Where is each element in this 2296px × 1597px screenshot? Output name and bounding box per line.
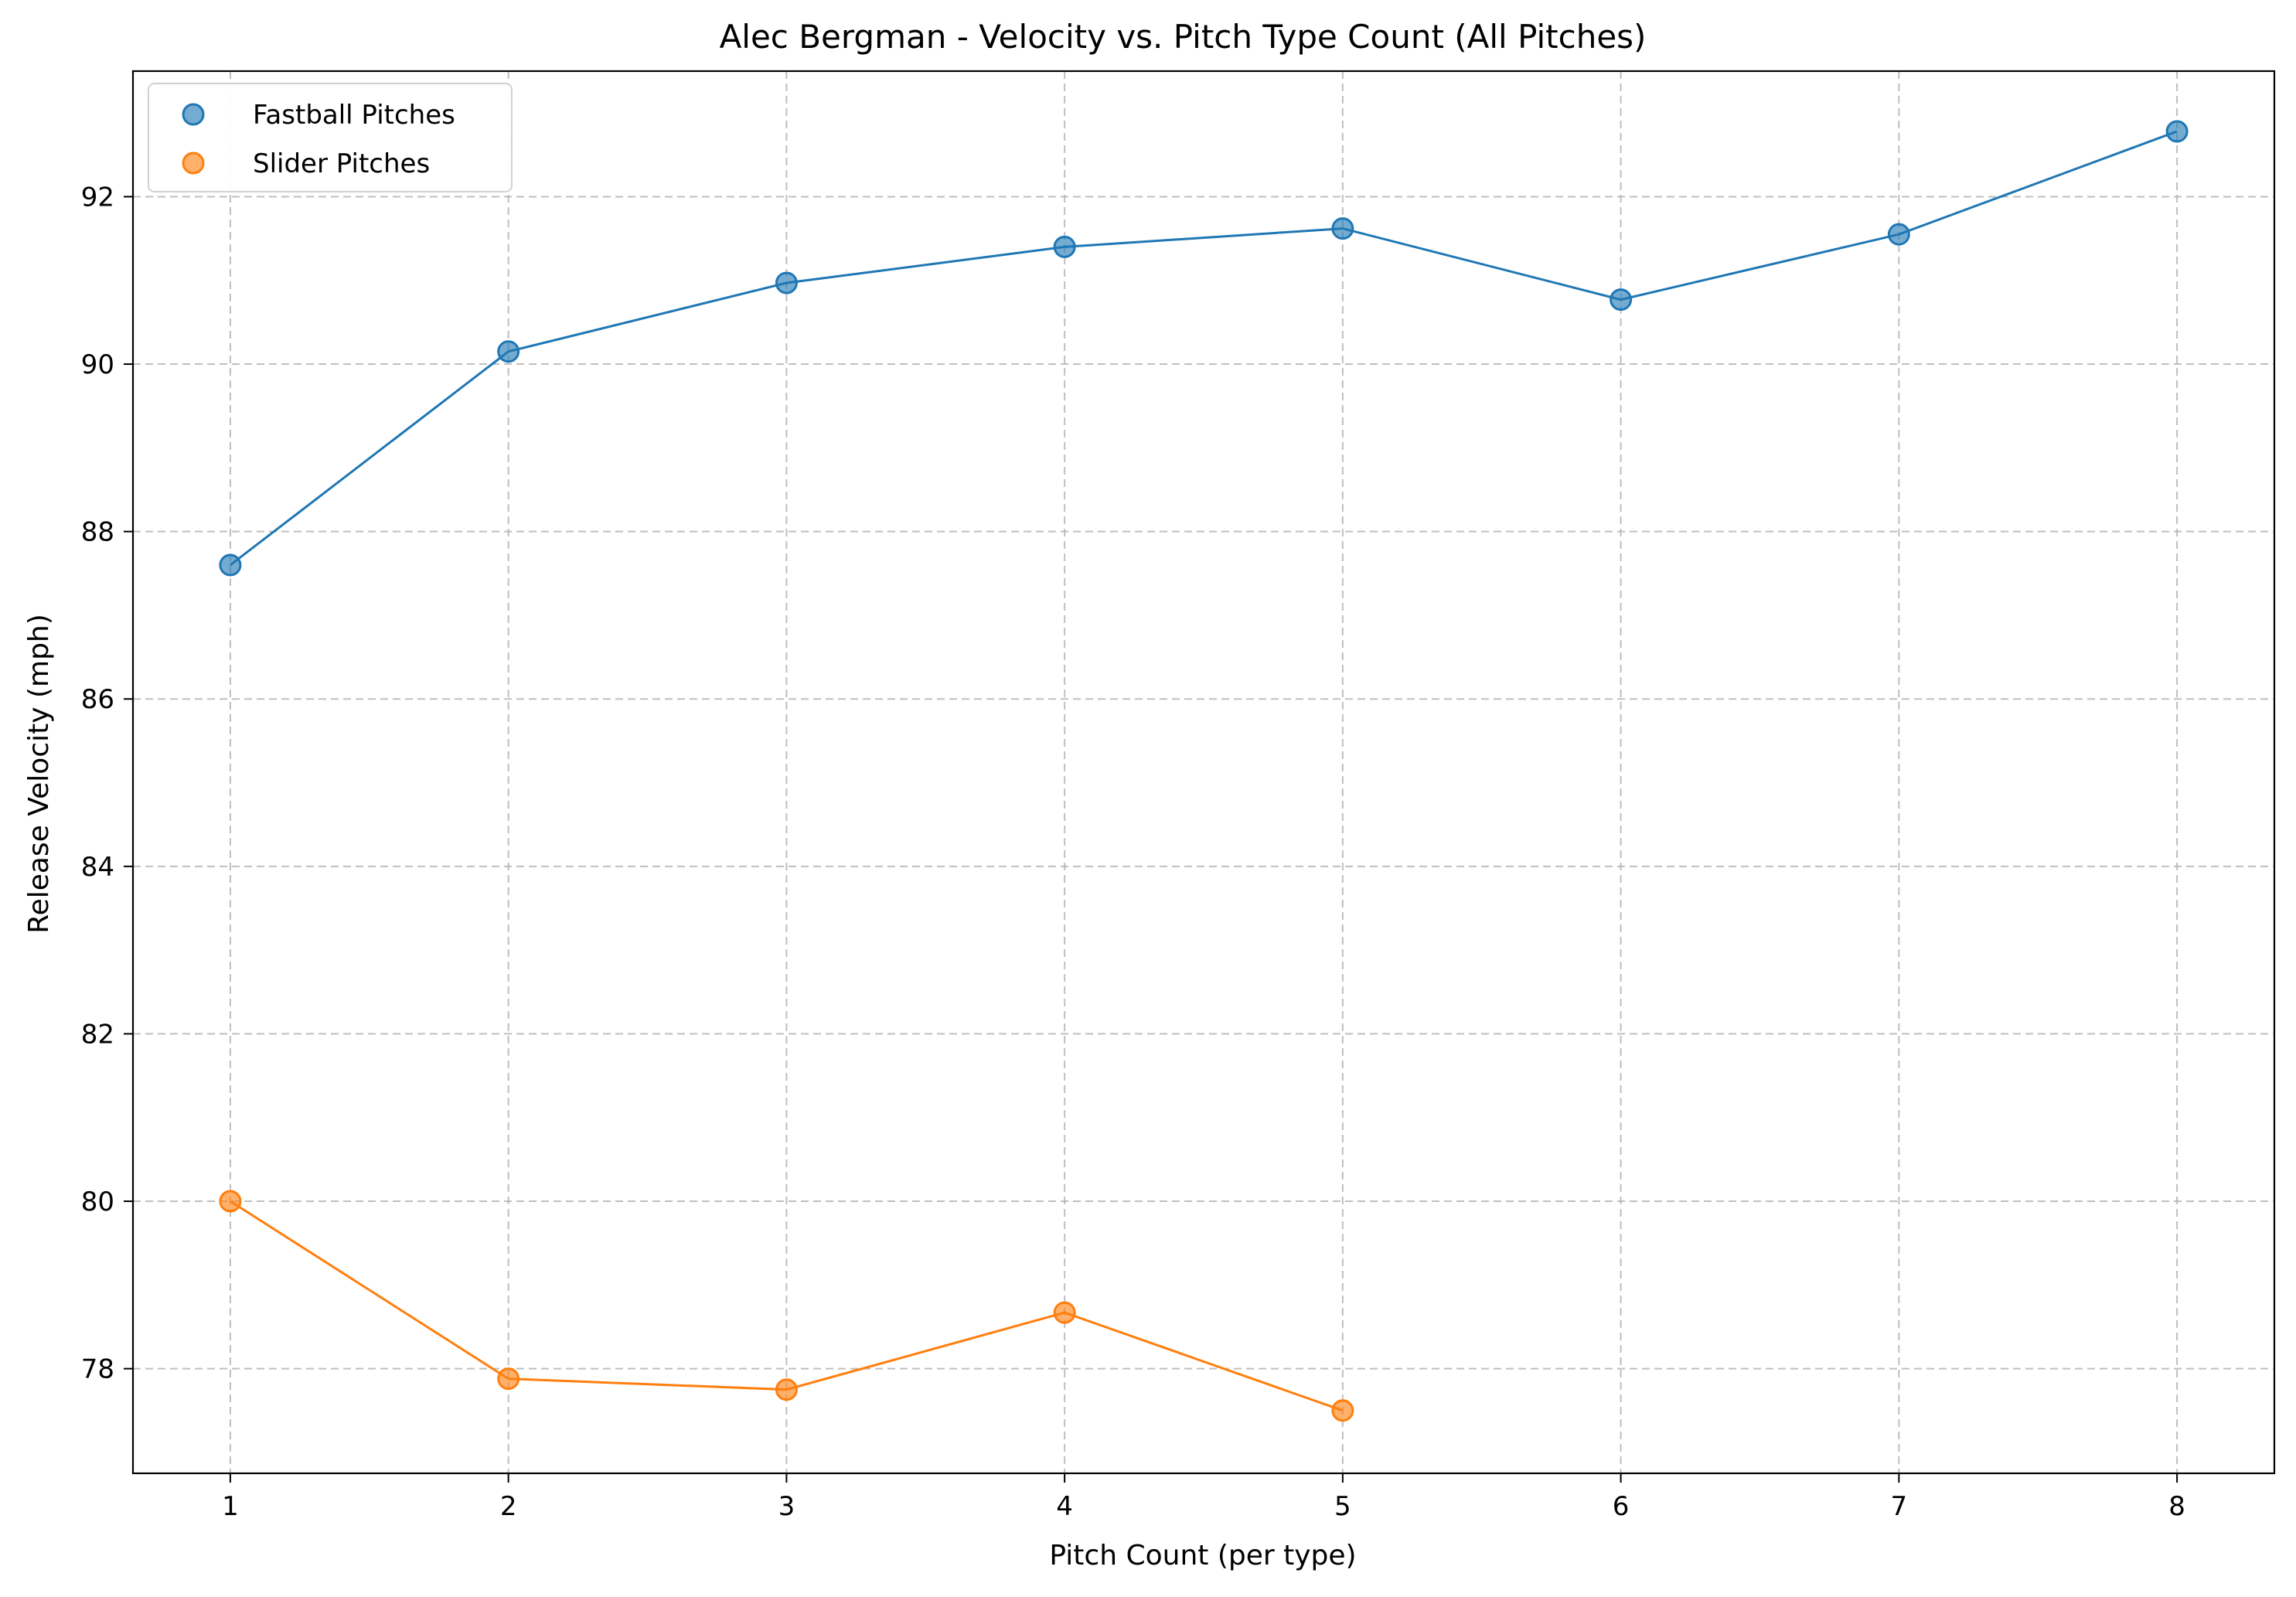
legend-marker-2	[182, 152, 205, 175]
series-layer	[219, 120, 2189, 1422]
series-point-1	[1331, 217, 1354, 240]
y-tick-label: 82	[81, 1019, 114, 1050]
legend-label-1: Fastball Pitches	[253, 100, 455, 131]
legend-marker-1	[182, 103, 205, 126]
plot-frame	[131, 70, 2276, 1475]
series-point-2	[1331, 1399, 1354, 1422]
y-tick-label: 90	[81, 349, 114, 380]
x-tick-label: 2	[500, 1491, 517, 1522]
x-tick-label: 1	[222, 1491, 239, 1522]
y-axis-label: Release Velocity (mph)	[23, 614, 55, 934]
series-point-1	[1053, 235, 1076, 258]
series-point-2	[497, 1367, 520, 1391]
chart-title: Alec Bergman - Velocity vs. Pitch Type C…	[720, 18, 1647, 56]
legend-label-2: Slider Pitches	[253, 148, 430, 179]
series-line-1	[229, 130, 2178, 567]
grid-layer	[133, 71, 2274, 1473]
x-tick-label: 8	[2168, 1491, 2185, 1522]
y-tick-label: 86	[81, 684, 114, 715]
y-tick-label: 84	[81, 852, 114, 883]
series-point-1	[775, 271, 798, 295]
x-tick-label: 3	[778, 1491, 795, 1522]
series-point-1	[1887, 223, 1910, 246]
x-axis-label: Pitch Count (per type)	[1049, 1540, 1356, 1571]
x-tick-label: 5	[1334, 1491, 1351, 1522]
series-point-2	[219, 1190, 242, 1213]
x-tick-label: 7	[1891, 1491, 1908, 1522]
series-point-2	[775, 1378, 798, 1401]
y-tick-label: 80	[81, 1187, 114, 1217]
y-tick-label: 88	[81, 517, 114, 548]
series-point-2	[1053, 1301, 1076, 1324]
series-point-1	[219, 553, 242, 577]
y-tick-label: 78	[81, 1354, 114, 1385]
series-point-1	[1610, 288, 1633, 312]
y-tick-label: 92	[81, 182, 114, 213]
x-tick-label: 4	[1056, 1491, 1073, 1522]
series-point-1	[2165, 120, 2189, 143]
legend-box	[148, 83, 513, 192]
x-tick-label: 6	[1613, 1491, 1630, 1522]
legend: Fastball Pitches Slider Pitches	[148, 83, 513, 192]
series-point-1	[497, 340, 520, 363]
